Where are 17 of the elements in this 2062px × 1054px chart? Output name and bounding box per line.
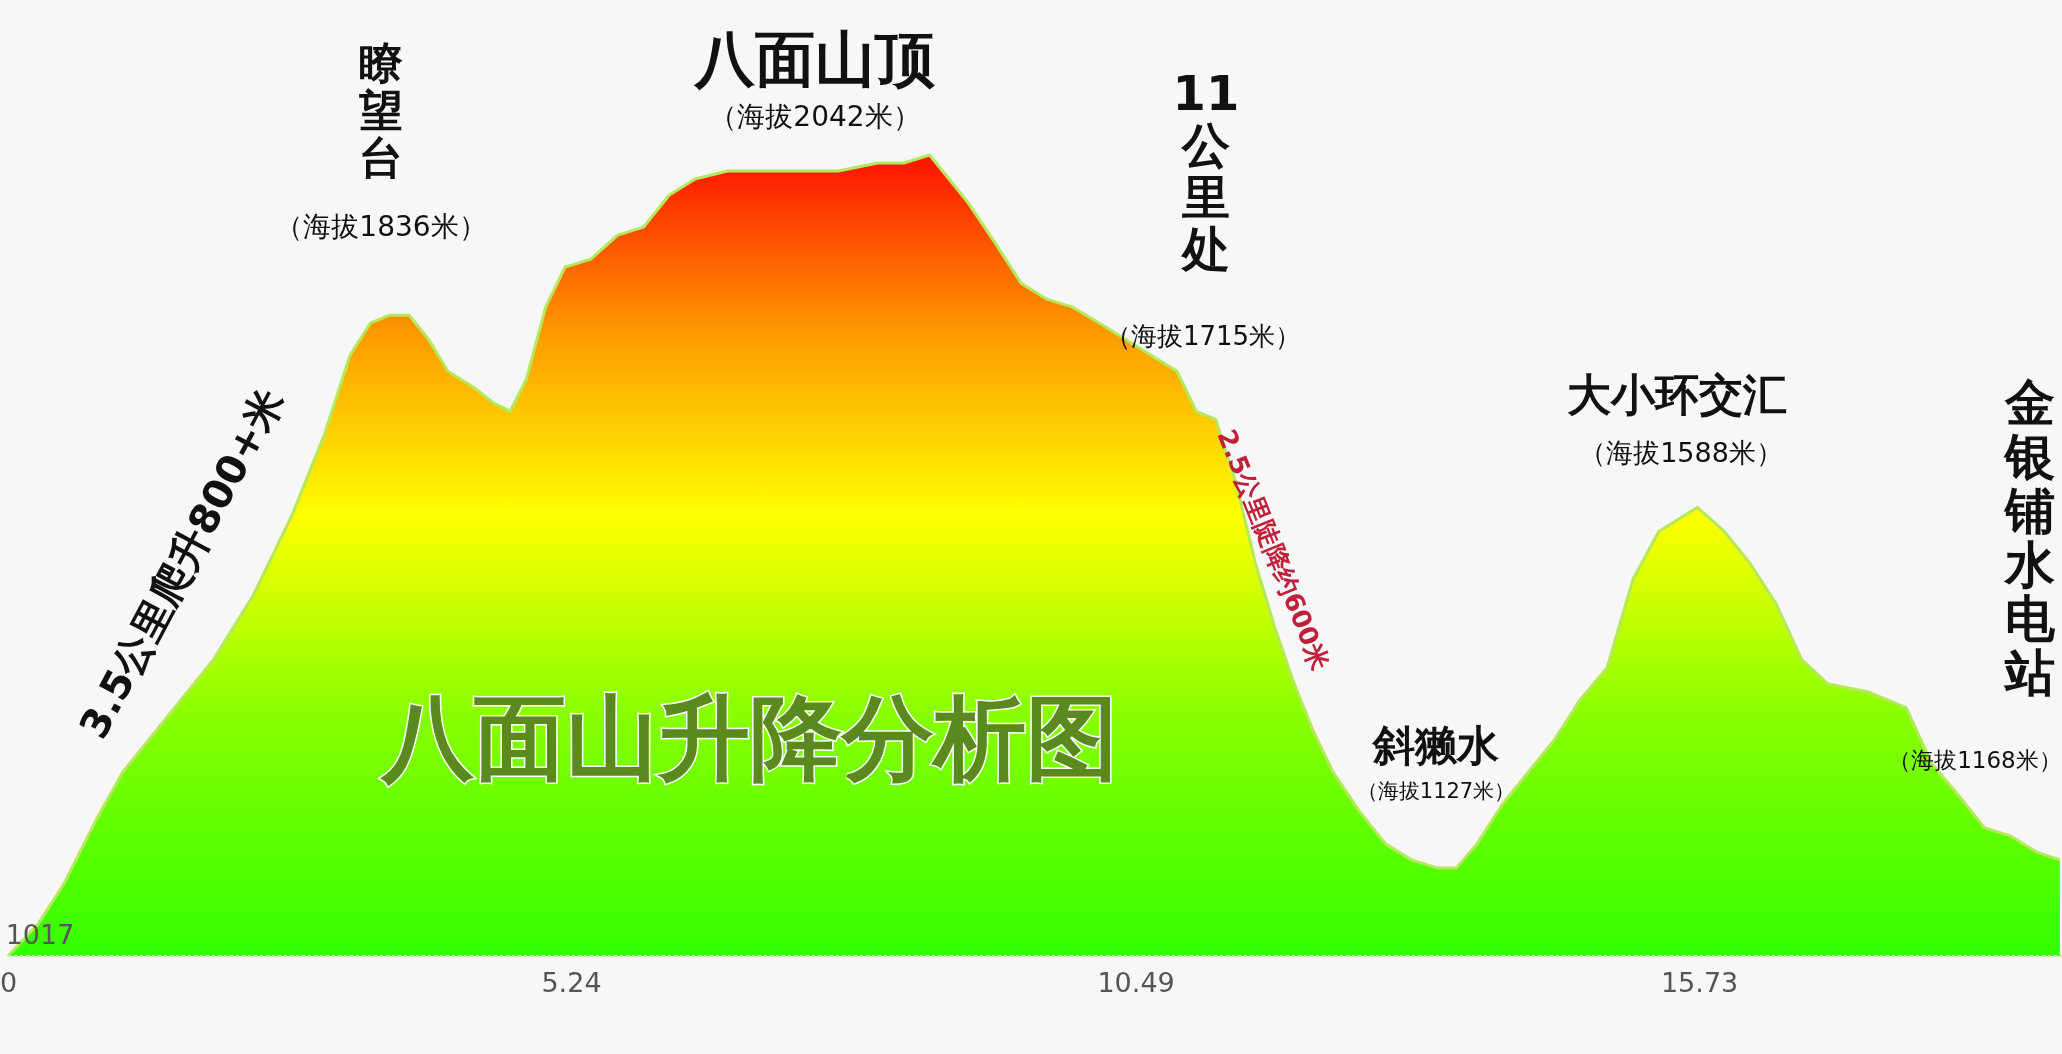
x-tick-label: 5.24 [541, 967, 602, 998]
text: 八面山升降分析图 [379, 685, 1119, 792]
annotation: （海拔1836米） [275, 210, 487, 243]
text: 八面山顶 [693, 24, 935, 94]
annotation: 2.5公里陡降约600米 [1211, 424, 1336, 674]
annotation: 瞭望台 [359, 37, 403, 184]
x-tick-label: 10.49 [1097, 967, 1175, 998]
annotation: 金银铺水电站 [2003, 374, 2056, 702]
annotation: 11公里处 [1172, 65, 1240, 277]
annotation: 斜獭水 [1371, 721, 1499, 770]
x-tick-label: 0 [0, 967, 18, 998]
x-tick-label: 15.73 [1660, 967, 1739, 998]
annotation: （海拔1127米） [1356, 779, 1516, 803]
annotation: （海拔1168米） [1888, 747, 2062, 773]
text: （海拔2042米） [709, 100, 921, 133]
annotation: （海拔1588米） [1579, 437, 1783, 468]
annotation: 大小环交汇 [1567, 369, 1787, 420]
